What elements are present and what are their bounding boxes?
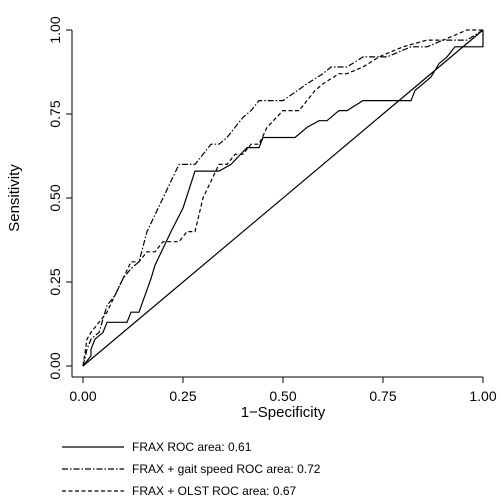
- y-tick-label: 0.75: [47, 100, 63, 127]
- x-tick-label: 0.25: [169, 388, 196, 404]
- y-tick-label: 0.00: [47, 352, 63, 379]
- x-tick-label: 1.00: [469, 388, 496, 404]
- x-tick-label: 0.75: [369, 388, 396, 404]
- y-tick-label: 0.50: [47, 184, 63, 211]
- series-line-0: [82, 30, 484, 367]
- y-axis-title: Sensitivity: [6, 164, 23, 232]
- y-tick-label: 0.25: [47, 268, 63, 295]
- legend-label-1: FRAX + gait speed ROC area: 0.72: [132, 462, 321, 476]
- reference-diagonal-layer: [82, 29, 484, 367]
- x-ticks: 0.00 0.25 0.50 0.75 1.00: [69, 377, 497, 404]
- y-ticks: 0.00 0.25 0.50 0.75 1.00: [47, 16, 72, 380]
- y-tick-label: 1.00: [47, 16, 63, 43]
- legend-label-0: FRAX ROC area: 0.61: [132, 440, 252, 454]
- series-layer: [82, 29, 484, 367]
- axes-layer: [71, 30, 483, 378]
- x-tick-label: 0.50: [269, 388, 296, 404]
- series-line-2: [82, 29, 483, 367]
- reference-line: [82, 29, 484, 367]
- legend-label-2: FRAX + OLST ROC area: 0.67: [132, 484, 297, 498]
- legend: FRAX ROC area: 0.61 FRAX + gait speed ROC…: [62, 440, 321, 498]
- x-tick-label: 0.00: [69, 388, 96, 404]
- x-axis-title: 1−Specificity: [241, 404, 326, 421]
